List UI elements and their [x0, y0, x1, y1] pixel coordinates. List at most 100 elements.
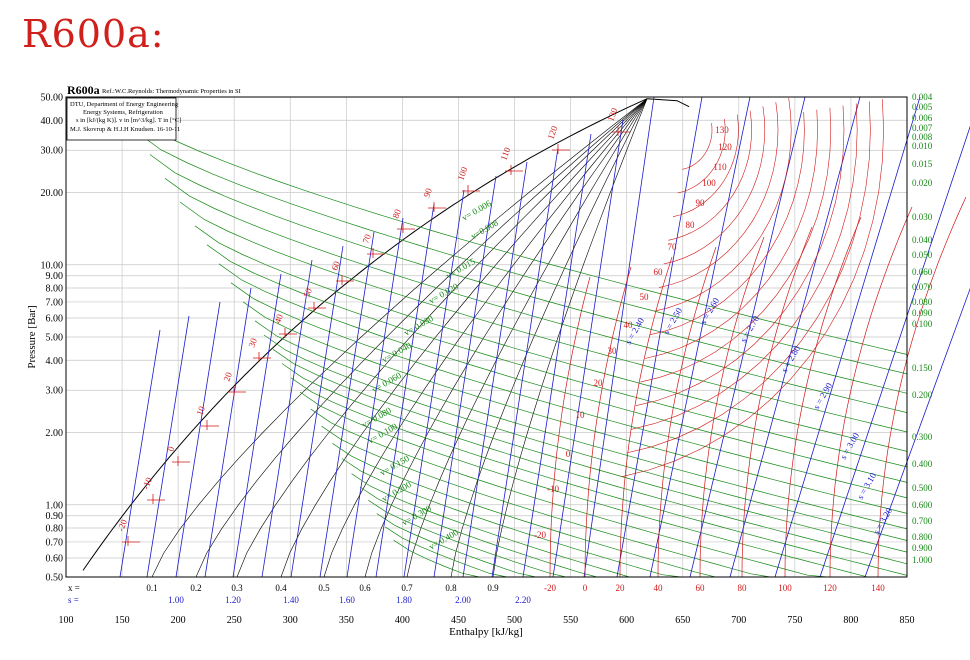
isotherm-arc	[654, 97, 792, 312]
x-tick-label: 450	[451, 615, 466, 626]
isochore-label: 0.500	[912, 483, 933, 493]
quality-label: 0.2	[190, 583, 201, 593]
entropy-label: 1.00	[168, 595, 184, 605]
quality-line	[492, 98, 648, 578]
y-tick-label: 10.00	[41, 260, 64, 271]
isochore-line	[119, 106, 908, 355]
isotherm-arc	[626, 101, 871, 454]
y-tick-label: 50.00	[41, 93, 64, 104]
isentrope-line	[403, 189, 465, 578]
quality-label: 0.7	[401, 583, 413, 593]
isochore-line	[272, 349, 908, 553]
isochore-label: 0.300	[912, 432, 933, 442]
isochore-line	[310, 408, 907, 578]
info-line: Energy Systems, Refrigeration	[83, 109, 164, 116]
isotherm-sup-label: 70	[668, 242, 678, 252]
x-tick-label: 100	[59, 615, 74, 626]
isochore-line	[376, 513, 907, 578]
isochore-line	[263, 334, 908, 541]
isentrope-line	[375, 203, 435, 578]
x-tick-label: 600	[619, 615, 634, 626]
isochore-label: 0.080	[912, 297, 933, 307]
chart-name: R600a	[67, 83, 100, 97]
isotherm-sup-label: 110	[713, 162, 727, 172]
isochore-line	[134, 130, 908, 375]
x-tick-label: 650	[675, 615, 690, 626]
isotherm-label: 110	[498, 145, 512, 161]
quality-label: 0.9	[487, 583, 499, 593]
temperature-bottom-label: 0	[583, 583, 588, 593]
isochore-label: 0.600	[912, 500, 933, 510]
x-tick-label: 350	[339, 615, 354, 626]
isotherm-sup-label: 60	[654, 267, 664, 277]
chart-reference: Ref.:W.C.Reynolds: Thermodynamic Propert…	[102, 88, 241, 95]
isotherm-arc	[672, 114, 739, 217]
isochore-line	[164, 178, 908, 413]
isotherm-label: 70	[360, 232, 373, 244]
y-tick-label: 7.00	[46, 297, 64, 308]
isochore-label: 0.700	[912, 516, 933, 526]
temperature-bottom-label: 140	[871, 583, 885, 593]
isochore-dome-label: v= 0.400	[427, 527, 460, 552]
isochore-label: 0.006	[912, 113, 933, 123]
isentrope-line	[462, 161, 528, 578]
y-tick-label: 20.00	[41, 188, 64, 199]
isochore-label: 0.007	[912, 123, 933, 133]
isentrope-line	[261, 259, 313, 578]
x-tick-label: 800	[843, 615, 858, 626]
isochore-label: 0.004	[912, 92, 933, 102]
isochore-label: 0.900	[912, 543, 933, 553]
isotherm-label: 80	[390, 207, 403, 219]
quality-label: 0.4	[275, 583, 287, 593]
isochore-dome-label: v= 0.040	[380, 340, 413, 365]
temperature-bottom-label: 100	[778, 583, 792, 593]
entropy-label: 2.00	[455, 595, 471, 605]
isotherm-label: 40	[272, 312, 285, 324]
isochore-label: 0.090	[912, 308, 933, 318]
y-tick-label: 0.90	[46, 511, 64, 522]
isotherm-label: 100	[455, 165, 469, 182]
quality-label: 0.3	[231, 583, 243, 593]
isochore-line	[351, 473, 907, 578]
isotherm-line	[619, 256, 673, 578]
isochore-label: 0.008	[912, 132, 933, 142]
temperature-bottom-label: 60	[696, 583, 706, 593]
isotherm-sup-label: -10	[547, 484, 559, 494]
isotherm-sup-label: 40	[624, 320, 634, 330]
isochore-line	[230, 282, 908, 499]
quality-line	[323, 98, 648, 578]
isotherm-sup-label: 20	[594, 378, 604, 388]
quality-label: 0.8	[445, 583, 457, 593]
isochore-line	[149, 154, 908, 394]
x-tick-label: 250	[227, 615, 242, 626]
isochore-label: 0.010	[912, 141, 933, 151]
y-tick-label: 40.00	[41, 116, 64, 127]
isochore-line	[299, 391, 907, 578]
isochore-label: 0.070	[912, 282, 933, 292]
isentrope-line	[552, 119, 624, 578]
isotherm-line	[829, 206, 913, 578]
isochore-line	[281, 363, 908, 565]
isentrope-line	[522, 133, 592, 578]
info-line: s in [kJ/(kg K)]. v in [m^3/kg]. T in [°…	[76, 117, 181, 124]
isentrope-line	[774, 96, 921, 578]
isochore-label: 0.015	[912, 159, 933, 169]
y-tick-label: 0.60	[46, 553, 64, 564]
isotherm-arc	[645, 109, 818, 359]
isotherm-sup-label: 0	[566, 449, 571, 459]
isentrope-label: s = 2.90	[811, 381, 834, 411]
isochore-label: 0.100	[912, 319, 933, 329]
entropy-label: 1.60	[339, 595, 355, 605]
quality-line	[280, 98, 648, 578]
isochore-line	[218, 263, 908, 483]
temperature-bottom-label: 120	[823, 583, 837, 593]
grid	[65, 96, 908, 578]
isotherm-line	[657, 246, 717, 578]
y-tick-label: 9.00	[46, 271, 64, 282]
y-tick-label: 1.00	[46, 500, 64, 511]
isochore-label: 1.000	[912, 555, 933, 565]
isotherm-arc	[621, 99, 884, 477]
isentrope-line	[729, 96, 861, 578]
isotherm-arc	[640, 107, 832, 383]
